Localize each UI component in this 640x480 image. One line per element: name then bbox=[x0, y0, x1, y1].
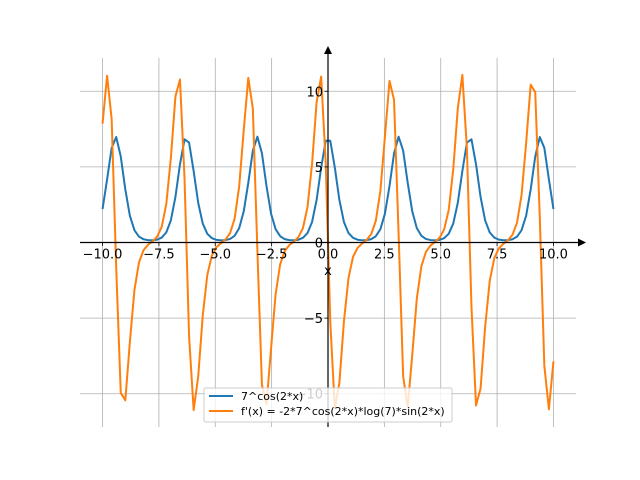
tick-labels: −10.0−7.5−5.0−2.50.02.55.07.510.0−10−505… bbox=[83, 85, 568, 402]
x-tick-label: 0.0 bbox=[318, 248, 339, 263]
x-axis-label: x bbox=[324, 264, 332, 279]
x-tick-label: −10.0 bbox=[83, 248, 123, 263]
x-tick-label: 5.0 bbox=[430, 248, 451, 263]
x-tick-label: −5.0 bbox=[199, 248, 231, 263]
x-tick-label: −2.5 bbox=[256, 248, 288, 263]
y-axis-arrow-icon bbox=[324, 46, 332, 54]
legend-label-0: 7^cos(2*x) bbox=[241, 390, 303, 403]
x-axis-arrow-icon bbox=[578, 238, 586, 247]
x-tick-label: 2.5 bbox=[374, 248, 395, 263]
x-tick-label: −7.5 bbox=[143, 248, 175, 263]
y-tick-label: 5 bbox=[315, 161, 323, 176]
x-tick-label: 7.5 bbox=[487, 248, 508, 263]
y-tick-label: 10 bbox=[306, 85, 323, 100]
legend: 7^cos(2*x) f'(x) = -2*7^cos(2*x)*log(7)*… bbox=[203, 387, 453, 423]
legend-box bbox=[203, 387, 453, 423]
x-tick-label: 10.0 bbox=[539, 248, 568, 263]
axes bbox=[80, 46, 586, 427]
y-tick-label: 0 bbox=[315, 237, 323, 252]
legend-label-1: f'(x) = -2*7^cos(2*x)*log(7)*sin(2*x) bbox=[241, 405, 445, 418]
y-tick-label: −5 bbox=[304, 312, 323, 327]
